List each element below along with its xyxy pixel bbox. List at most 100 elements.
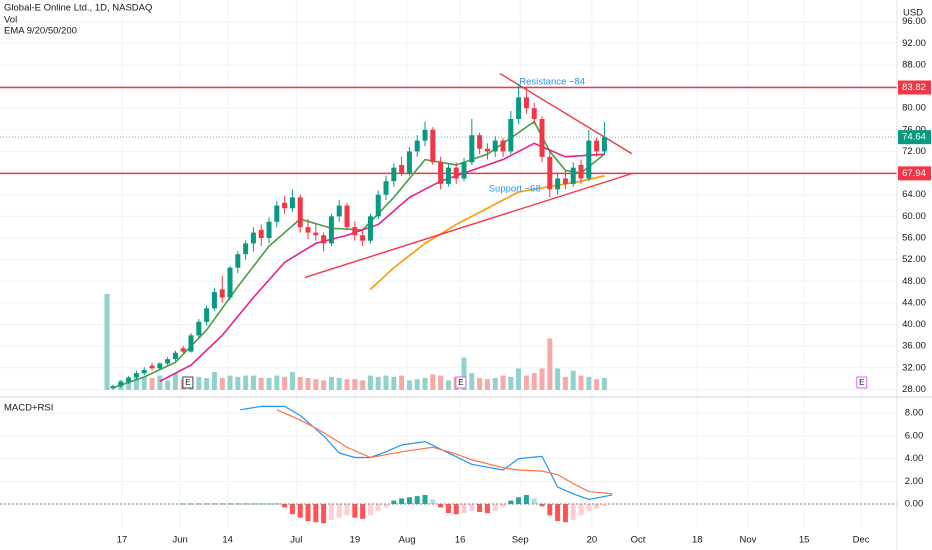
x-tick-label: 20 (587, 535, 598, 546)
candle-body (578, 164, 584, 179)
volume-bar (321, 380, 327, 390)
volume-bar (243, 375, 249, 390)
line (159, 142, 605, 383)
histogram-bar (601, 504, 607, 507)
histogram-bar (383, 504, 389, 508)
volume-bar (391, 376, 397, 390)
candle-body (133, 373, 139, 378)
candle-body (531, 108, 537, 119)
histogram-bar (321, 504, 327, 524)
histogram-bar (344, 504, 350, 516)
y-tick-label: 36.00 (902, 341, 926, 352)
y-tick-label: 88.00 (902, 59, 926, 70)
volume-bar (586, 376, 592, 390)
histogram-bar (562, 504, 568, 523)
x-tick-label: Dec (853, 535, 870, 546)
volume-bar (578, 375, 584, 390)
volume-bar (492, 378, 498, 390)
histogram-bar (180, 503, 186, 505)
histogram-bar (555, 504, 561, 522)
price-label-box (898, 130, 931, 145)
candle-body (297, 197, 303, 228)
histogram-bar (219, 503, 225, 505)
histogram-bar (211, 503, 217, 505)
x-tick-label: Jun (172, 535, 187, 546)
volume-bar (219, 378, 225, 390)
candle-body (461, 162, 467, 179)
volume-bar (133, 378, 139, 390)
volume-bar (352, 379, 358, 390)
candle-body (266, 221, 272, 238)
candle-body (165, 359, 171, 364)
y-tick-label: 28.00 (902, 384, 926, 395)
candle-body (211, 292, 217, 309)
x-tick-label: 19 (350, 535, 361, 546)
candle-body (250, 232, 256, 244)
volume-bar (344, 379, 350, 390)
candle-body (570, 167, 576, 184)
candle-body (172, 352, 178, 360)
chart-title: Global-E Online Ltd., 1D, NASDAQ (4, 3, 152, 14)
candle-body (196, 321, 202, 336)
volume-bar (250, 375, 256, 390)
y-tick-label: 48.00 (902, 276, 926, 287)
histogram-bar (578, 504, 584, 516)
volume-bar (570, 370, 576, 390)
panel-title: MACD+RSI (4, 403, 53, 414)
volume-bar (360, 380, 366, 390)
candle-body (289, 197, 295, 209)
candle-body (422, 129, 428, 141)
candle-body (219, 289, 225, 298)
volume-bar (399, 375, 405, 390)
histogram-bar (523, 494, 529, 505)
candle-body (258, 229, 264, 238)
histogram-bar (328, 504, 334, 520)
candle-body (523, 97, 529, 109)
histogram-bar (453, 504, 459, 515)
candle-body (547, 156, 553, 190)
volume-bar (328, 376, 334, 390)
volume-bar (531, 373, 537, 390)
candle-body (367, 216, 373, 241)
y-tick-label: 6.00 (905, 430, 924, 441)
histogram-bar (367, 504, 373, 516)
candle-body (321, 235, 327, 244)
candle-body (180, 348, 186, 352)
volume-bar (104, 294, 110, 390)
volume-bar (539, 368, 545, 390)
histogram-bar (484, 504, 490, 514)
y-tick-label: 92.00 (902, 38, 926, 49)
x-tick-label: 17 (117, 535, 128, 546)
volume-bar (594, 379, 600, 390)
candle-body (344, 205, 350, 228)
volume-bar (601, 378, 607, 390)
volume-bar (406, 380, 412, 390)
annotation: Support ~68 (489, 183, 541, 194)
volume-bar (172, 373, 178, 390)
candle-body (477, 135, 483, 149)
candle-body (157, 363, 163, 369)
candle-body (492, 140, 498, 152)
price-label: 74.64 (902, 132, 926, 143)
candle-body (336, 205, 342, 217)
y-tick-label: 32.00 (902, 362, 926, 373)
histogram-bar (414, 496, 420, 505)
volume-bar (297, 376, 303, 390)
histogram-bar (227, 503, 233, 505)
annotation: Resistance ~84 (519, 77, 585, 88)
histogram-bar (492, 504, 498, 511)
x-tick-label: Oct (631, 535, 646, 546)
volume-bar (430, 374, 436, 390)
volume-bar (165, 380, 171, 390)
histogram-bar (375, 504, 381, 511)
event-label: E (859, 378, 864, 387)
price-label-box (898, 166, 931, 181)
y-tick-label: 96.00 (902, 16, 926, 27)
candle-body (391, 167, 397, 182)
histogram-bar (196, 503, 202, 505)
volume-bar (484, 379, 490, 390)
candle-body (305, 227, 311, 233)
volume-bar (461, 357, 467, 390)
histogram-bar (313, 504, 319, 523)
